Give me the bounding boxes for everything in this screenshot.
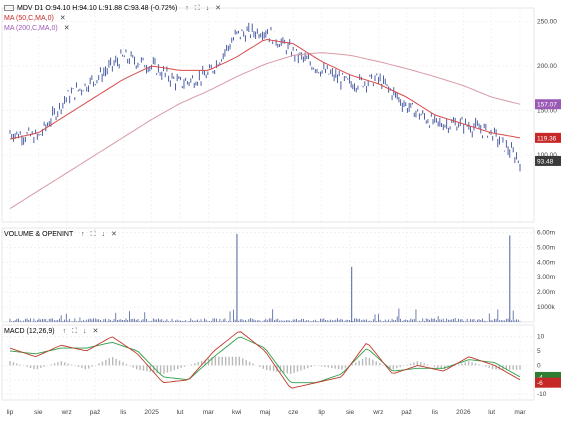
grid (2, 8, 534, 400)
y-tick-label: 6.00m (537, 229, 555, 236)
close-icon[interactable]: ✕ (63, 25, 70, 32)
x-tick-label: 2025 (144, 409, 159, 416)
close-icon[interactable]: ✕ (59, 15, 66, 22)
last-price-tag-bg (535, 155, 561, 166)
maximize-icon[interactable]: ⛶ (90, 231, 96, 238)
signal-line (9, 336, 521, 384)
x-tick-label: paź (401, 409, 411, 416)
x-tick-label: sie (34, 409, 43, 416)
close-icon[interactable]: ✕ (92, 328, 99, 335)
maximize-icon[interactable]: ⛶ (194, 5, 200, 12)
macd-header: MACD (12,26,9) ↑ ⛶ ↓ ✕ (4, 327, 98, 336)
ma200-tag: 157.07 (537, 102, 557, 109)
x-tick-label: kwi (232, 409, 241, 416)
macd-frame (1, 324, 535, 401)
axis-labels: lip sie wrz paź lis 2025 lut mar kwi maj cze lip sie… (7, 18, 558, 416)
x-tick-label: paź (90, 409, 100, 416)
y-tick-label: 200.00 (537, 63, 557, 70)
x-tick-label: lut (177, 409, 184, 416)
x-tick-label: sie (346, 409, 355, 416)
ma50-tag-bg (535, 132, 561, 143)
x-tick-label: lis (432, 409, 439, 416)
ma200-tag-bg (535, 99, 561, 110)
ma200-label: MA (200,C,MA,0) (4, 25, 58, 32)
up-icon[interactable]: ↑ (81, 231, 85, 238)
x-tick-label: maj (260, 409, 270, 416)
up-icon[interactable]: ↑ (62, 328, 67, 335)
y-tick-label: 4.00m (537, 259, 555, 266)
price-frame (1, 7, 535, 223)
price-panel[interactable] (9, 22, 521, 210)
down-icon[interactable]: ↓ (101, 231, 105, 238)
x-tick-label: mar (203, 409, 215, 416)
ma200-line (9, 52, 521, 210)
macd-line (9, 331, 521, 389)
volume-panel[interactable] (9, 233, 521, 322)
close-icon[interactable]: ✕ (215, 5, 222, 12)
macd-panel[interactable] (9, 331, 521, 389)
x-tick-label: lip (7, 409, 14, 416)
y-tick-label: 5.00m (537, 244, 555, 251)
y-tick-label: 100.00 (537, 152, 557, 159)
y-tick-label: 1000k (537, 304, 555, 311)
signal-tag-bg (535, 377, 561, 388)
y-tick-label: 5 (537, 348, 541, 355)
panel-frames (1, 7, 535, 401)
down-icon[interactable]: ↓ (82, 328, 87, 335)
x-tick-label: lip (318, 409, 325, 416)
macd-label: MACD (12,26,9) (4, 328, 55, 335)
last-price-tag: 93.48 (537, 158, 554, 165)
ticker-line: MDV D1 O:94.10 H:94.10 L:91.88 C:93.48 (… (17, 5, 178, 12)
y-tick-label: 250.00 (537, 18, 557, 25)
x-tick-label: wrz (61, 409, 72, 416)
price-header: MDV D1 O:94.10 H:94.10 L:91.88 C:93.48 (… (4, 4, 221, 13)
volume-frame (1, 227, 535, 323)
x-tick-label: lut (488, 409, 495, 416)
ma50-tag: 119.36 (537, 135, 557, 142)
close-icon[interactable]: ✕ (110, 231, 117, 238)
ma50-header: MA (50,C,MA,0) ✕ (4, 14, 66, 23)
macd-tag-bg (535, 371, 561, 382)
down-icon[interactable]: ↓ (205, 5, 210, 12)
y-tick-label: 0 (537, 362, 541, 369)
y-tick-label: 10 (537, 334, 545, 341)
x-tick-label: lis (120, 409, 127, 416)
price-legend-icon (4, 5, 14, 12)
x-tick-label: cze (288, 409, 299, 416)
ma50-label: MA (50,C,MA,0) (4, 15, 54, 22)
y-tick-label: 3.00m (537, 274, 555, 281)
x-tick-label: mar (514, 409, 526, 416)
ma50-line (9, 38, 521, 140)
up-icon[interactable]: ↑ (185, 5, 189, 12)
x-tick-label: 2026 (456, 409, 471, 416)
ma200-header: MA (200,C,MA,0) ✕ (4, 24, 70, 33)
y-tick-label: -10 (537, 391, 547, 398)
volume-label: VOLUME & OPENINT (4, 231, 74, 238)
volume-header: VOLUME & OPENINT ↑ ⛶ ↓ ✕ (4, 230, 117, 239)
maximize-icon[interactable]: ⛶ (72, 328, 77, 335)
y-tick-label: 2.00m (537, 289, 555, 296)
signal-tag: -6 (537, 380, 543, 387)
x-tick-label: wrz (372, 409, 383, 416)
y-tick-label: 150.00 (537, 108, 557, 115)
